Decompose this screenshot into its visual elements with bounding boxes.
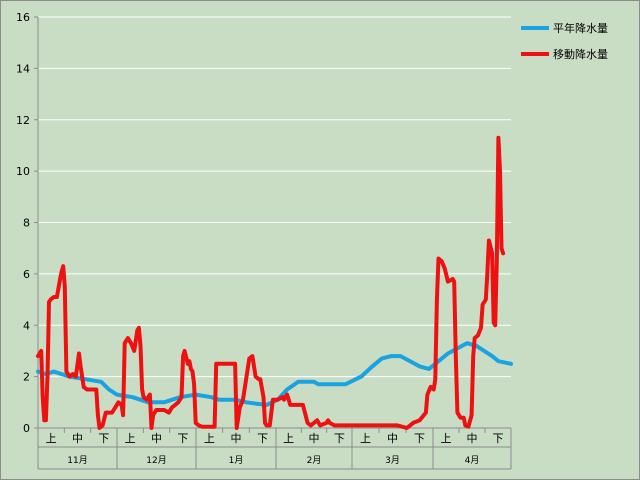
x-sub-label: 下: [493, 432, 504, 445]
y-tick-label: 16: [16, 11, 30, 24]
x-sub-label: 下: [334, 432, 345, 445]
x-month-label: 4月: [465, 455, 480, 466]
x-month-label: 2月: [307, 455, 322, 466]
y-axis: 0 2 4 6 8 10 12 14 16: [16, 11, 39, 435]
series-line-moving: [36, 135, 506, 430]
legend: 平年降水量 移動降水量: [521, 15, 608, 67]
y-tick-label: 2: [23, 371, 30, 384]
y-tick-label: 12: [16, 114, 30, 127]
x-axis: 上中下11月上中下12月上中下1月上中下2月上中下3月上中下4月: [37, 427, 512, 470]
x-sub-label: 中: [467, 432, 478, 445]
x-sub-label: 中: [151, 432, 162, 445]
x-sub-label: 下: [98, 432, 109, 445]
y-tick-label: 14: [16, 62, 30, 75]
x-sub-label: 中: [387, 432, 398, 445]
x-sub-label: 上: [125, 432, 136, 445]
x-month-label: 1月: [229, 455, 244, 466]
legend-swatch-moving: [521, 52, 549, 56]
legend-item-moving: 移動降水量: [521, 41, 608, 67]
series-lines: [36, 135, 513, 430]
legend-label-moving: 移動降水量: [553, 48, 608, 61]
x-month-label: 11月: [67, 455, 87, 466]
x-sub-label: 上: [360, 432, 371, 445]
x-month-label: 12月: [146, 455, 166, 466]
legend-item-normal: 平年降水量: [521, 15, 608, 41]
x-month-label: 3月: [385, 455, 400, 466]
y-tick-label: 4: [23, 319, 30, 332]
series-line-normal: [36, 341, 513, 407]
legend-swatch-normal: [521, 26, 549, 30]
x-sub-label: 上: [441, 432, 452, 445]
x-sub-label: 中: [72, 432, 83, 445]
x-sub-label: 上: [204, 432, 215, 445]
x-sub-label: 下: [414, 432, 425, 445]
x-sub-label: 下: [177, 432, 188, 445]
legend-label-normal: 平年降水量: [553, 22, 608, 35]
x-sub-label: 上: [46, 432, 57, 445]
y-tick-label: 6: [23, 268, 30, 281]
y-tick-label: 10: [16, 165, 30, 178]
x-sub-label: 上: [283, 432, 294, 445]
y-tick-label: 0: [23, 422, 30, 435]
x-sub-label: 中: [231, 432, 242, 445]
y-tick-label: 8: [23, 217, 30, 230]
x-sub-label: 下: [257, 432, 268, 445]
x-sub-label: 中: [309, 432, 320, 445]
